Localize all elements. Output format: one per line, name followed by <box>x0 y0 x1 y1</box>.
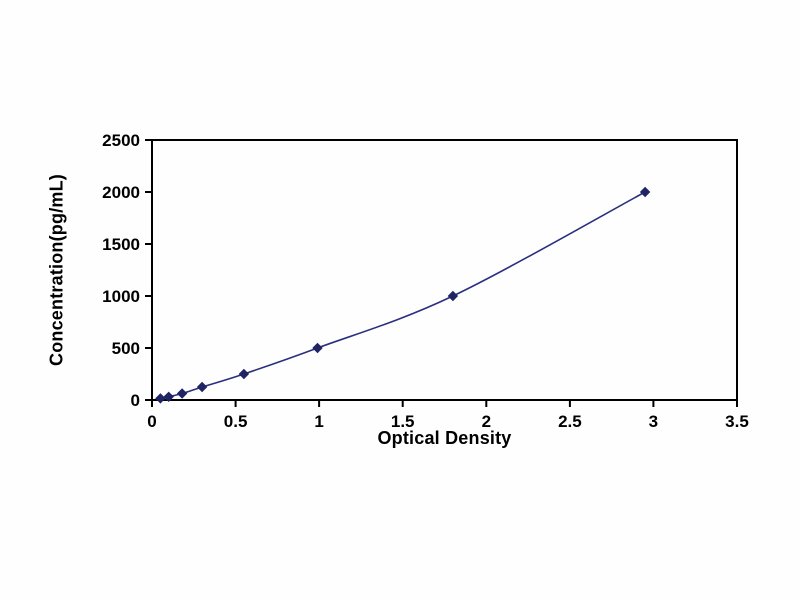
y-tick-label: 2000 <box>102 183 140 202</box>
series-line <box>160 191 646 400</box>
y-tick-label: 500 <box>112 339 140 358</box>
x-tick-label: 3 <box>649 412 658 431</box>
y-tick-label: 1000 <box>102 287 140 306</box>
x-tick-label: 1 <box>314 412 323 431</box>
data-point-marker <box>312 342 323 354</box>
y-tick-label: 0 <box>131 391 140 410</box>
data-point-marker <box>163 391 174 403</box>
x-axis-label: Optical Density <box>377 428 512 448</box>
x-tick-label: 2.5 <box>558 412 582 431</box>
x-tick-label: 2 <box>482 412 491 431</box>
y-tick-label: 1500 <box>102 235 140 254</box>
x-tick-label: 0 <box>147 412 156 431</box>
data-point-marker <box>447 290 459 302</box>
data-point-marker <box>639 186 651 198</box>
plot-frame <box>151 139 738 401</box>
x-axis-ticks: 0 0.5 1 1.5 2 2.5 3 3.5 <box>147 400 749 431</box>
data-point-marker <box>196 381 208 393</box>
x-tick-label: 1.5 <box>391 412 415 431</box>
y-axis-label: Concentration(pg/mL) <box>46 174 67 366</box>
y-tick-label: 2500 <box>102 131 140 150</box>
x-tick-label: 3.5 <box>725 412 749 431</box>
data-point-marker <box>238 368 250 380</box>
data-point-marker <box>155 393 166 404</box>
data-point-marker <box>176 388 188 399</box>
series-markers <box>155 186 651 404</box>
y-axis-ticks: 0 500 1000 1500 2000 2500 <box>102 131 152 410</box>
x-tick-label: 0.5 <box>224 412 248 431</box>
